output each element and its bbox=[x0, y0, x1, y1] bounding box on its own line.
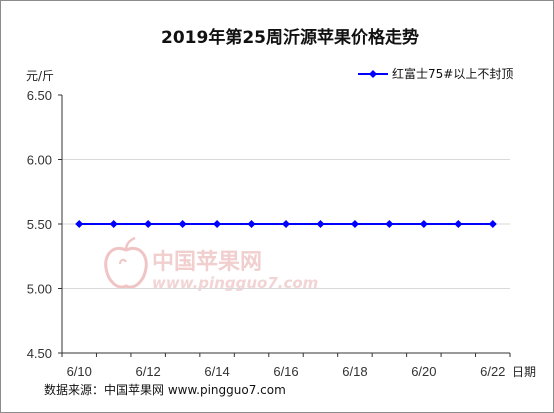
data-point bbox=[316, 220, 325, 228]
y-tick-label: 5.00 bbox=[27, 282, 52, 297]
data-point bbox=[385, 220, 394, 228]
data-point bbox=[144, 220, 153, 228]
x-tick-label: 6/12 bbox=[135, 364, 160, 379]
x-axis-label: 日期 bbox=[512, 365, 536, 379]
y-tick-label: 5.50 bbox=[27, 217, 52, 232]
x-tick-label: 6/20 bbox=[411, 364, 436, 379]
x-tick-label: 6/22 bbox=[480, 364, 505, 379]
data-point bbox=[350, 220, 359, 228]
y-tick-label: 4.50 bbox=[27, 346, 52, 361]
apple-logo-icon bbox=[104, 236, 148, 289]
data-source: 数据来源：中国苹果网 www.pingguo7.com bbox=[44, 382, 286, 397]
x-tick-labels: 6/10 6/12 6/14 6/16 6/18 6/20 6/22 bbox=[67, 364, 506, 379]
x-tick-label: 6/10 bbox=[67, 364, 92, 379]
legend-marker-icon bbox=[369, 70, 377, 78]
watermark: 中国苹果网 www.pingguo7.com bbox=[104, 236, 318, 292]
y-axis-label: 元/斤 bbox=[26, 69, 54, 83]
data-point bbox=[109, 220, 118, 228]
x-tick-label: 6/14 bbox=[204, 364, 229, 379]
legend: 红富士75#以上不封顶 bbox=[358, 66, 513, 81]
data-point bbox=[75, 220, 84, 228]
data-point bbox=[282, 220, 290, 228]
legend-label: 红富士75#以上不封顶 bbox=[392, 66, 513, 81]
data-point bbox=[213, 220, 222, 228]
data-point bbox=[419, 220, 428, 228]
data-point bbox=[178, 220, 187, 228]
series-group bbox=[75, 220, 497, 228]
watermark-name-cn: 中国苹果网 bbox=[152, 250, 262, 275]
data-point bbox=[488, 220, 497, 228]
x-tick-label: 6/18 bbox=[342, 364, 367, 379]
y-tick-label: 6.50 bbox=[27, 88, 52, 103]
data-point bbox=[247, 220, 256, 228]
x-tick-label: 6/16 bbox=[273, 364, 298, 379]
data-point bbox=[454, 220, 463, 228]
watermark-name-en: www.pingguo7.com bbox=[152, 274, 318, 292]
y-tick-label: 6.00 bbox=[27, 153, 52, 168]
chart-title: 2019年第25周沂源苹果价格走势 bbox=[161, 27, 419, 48]
y-tick-labels: 6.50 6.00 5.50 5.00 4.50 bbox=[27, 88, 52, 361]
